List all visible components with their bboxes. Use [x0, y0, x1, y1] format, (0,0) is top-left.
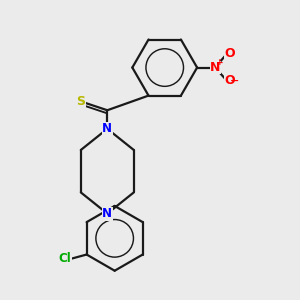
Text: N: N: [102, 122, 112, 135]
Text: S: S: [76, 95, 85, 108]
Text: −: −: [230, 76, 239, 86]
Text: +: +: [216, 58, 224, 67]
Text: O: O: [224, 74, 235, 87]
Text: N: N: [102, 207, 112, 220]
Text: N: N: [210, 61, 220, 74]
Text: O: O: [224, 47, 235, 60]
Text: Cl: Cl: [59, 252, 71, 266]
